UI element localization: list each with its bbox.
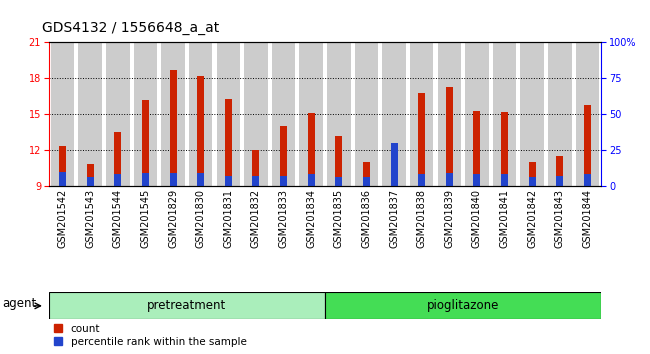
Bar: [382, 42, 406, 186]
Bar: [363, 162, 370, 186]
Bar: [501, 175, 508, 186]
Bar: [280, 126, 287, 186]
Text: GDS4132 / 1556648_a_at: GDS4132 / 1556648_a_at: [42, 21, 220, 35]
Text: pioglitazone: pioglitazone: [427, 299, 499, 312]
Bar: [59, 172, 66, 186]
Bar: [501, 112, 508, 186]
Bar: [391, 163, 398, 186]
Bar: [363, 177, 370, 186]
Bar: [521, 42, 544, 186]
Bar: [252, 176, 259, 186]
Bar: [335, 136, 343, 186]
Bar: [114, 132, 122, 186]
Bar: [391, 143, 398, 186]
Bar: [197, 173, 204, 186]
Bar: [548, 42, 571, 186]
Text: agent: agent: [3, 297, 36, 310]
Bar: [114, 175, 122, 186]
Bar: [584, 175, 591, 186]
Bar: [556, 156, 564, 186]
Bar: [134, 42, 157, 186]
Bar: [307, 175, 315, 186]
Bar: [355, 42, 378, 186]
Bar: [418, 93, 425, 186]
Bar: [142, 100, 149, 186]
Bar: [528, 177, 536, 186]
Bar: [528, 162, 536, 186]
Bar: [325, 292, 601, 319]
Bar: [437, 42, 461, 186]
Bar: [252, 150, 259, 186]
Bar: [576, 42, 599, 186]
Bar: [327, 42, 350, 186]
Bar: [493, 42, 516, 186]
Bar: [225, 176, 232, 186]
Bar: [106, 42, 129, 186]
Bar: [244, 42, 268, 186]
Bar: [170, 70, 177, 186]
Bar: [446, 87, 453, 186]
Bar: [86, 164, 94, 186]
Bar: [59, 147, 66, 186]
Bar: [189, 42, 213, 186]
Bar: [197, 76, 204, 186]
Bar: [335, 177, 343, 186]
Bar: [79, 42, 102, 186]
Bar: [556, 176, 564, 186]
Bar: [216, 42, 240, 186]
Bar: [170, 173, 177, 186]
Bar: [272, 42, 295, 186]
Bar: [161, 42, 185, 186]
Bar: [473, 110, 480, 186]
Legend: count, percentile rank within the sample: count, percentile rank within the sample: [54, 324, 246, 347]
Bar: [410, 42, 434, 186]
Bar: [51, 42, 74, 186]
Bar: [584, 105, 591, 186]
Bar: [142, 173, 149, 186]
Bar: [307, 113, 315, 186]
Bar: [446, 173, 453, 186]
Bar: [49, 292, 325, 319]
Bar: [465, 42, 489, 186]
Text: pretreatment: pretreatment: [148, 299, 226, 312]
Bar: [473, 175, 480, 186]
Bar: [86, 177, 94, 186]
Bar: [225, 99, 232, 186]
Bar: [418, 175, 425, 186]
Bar: [300, 42, 323, 186]
Bar: [280, 176, 287, 186]
